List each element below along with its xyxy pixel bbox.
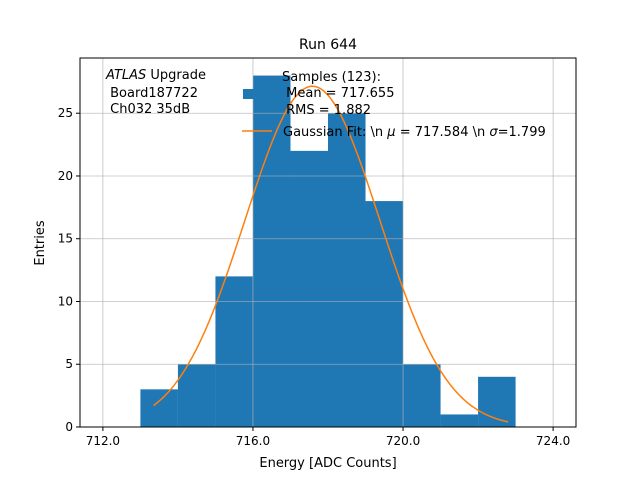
- atlas-label: ATLAS: [105, 68, 146, 83]
- legend-bar-swatch: [243, 89, 271, 99]
- legend-rms-line: RMS = 1.882: [282, 103, 371, 118]
- channel-label: Ch032 35dB: [106, 102, 190, 117]
- histogram-bar: [328, 113, 366, 427]
- histogram-bar: [140, 389, 178, 427]
- atlas-annotation: ATLAS Upgrade Board187722 Ch032 35dB: [105, 68, 206, 117]
- upgrade-label: Upgrade: [146, 68, 206, 83]
- histogram-bar: [215, 276, 253, 427]
- axes-frame: [79, 57, 577, 428]
- legend-samples-line: Samples (123):: [282, 70, 381, 85]
- fit-layer: [153, 85, 509, 423]
- gaussian-fit-curve: [153, 85, 509, 423]
- y-tick-label: 5: [65, 357, 73, 371]
- x-axis-label: Energy [ADC Counts]: [259, 456, 396, 471]
- board-label: Board187722: [106, 86, 198, 101]
- y-tick-label: 10: [58, 294, 73, 308]
- legend-fit-label: Gaussian Fit: \n μ = 717.584 \n σ=1.799: [283, 125, 546, 140]
- y-axis-label: Entries: [33, 220, 48, 266]
- histogram-bar: [290, 150, 328, 427]
- chart-title: Run 644: [299, 37, 357, 53]
- histogram-bar: [252, 75, 291, 428]
- svg-text:ATLAS Upgrade: ATLAS Upgrade: [105, 68, 206, 83]
- histogram-bar: [440, 414, 479, 427]
- legend: Samples (123): Mean = 717.655 RMS = 1.88…: [242, 70, 546, 140]
- x-tick-label: 724.0: [536, 434, 570, 448]
- x-tick-label: 716.0: [236, 434, 270, 448]
- bars-layer: [140, 75, 516, 428]
- y-tick-label: 20: [58, 169, 73, 183]
- histogram-bar: [177, 364, 216, 427]
- legend-mean-line: Mean = 717.655: [282, 86, 394, 101]
- ticks-layer: 712.0 716.0 720.0 724.0 0 5 10 15 20 25: [58, 106, 571, 448]
- y-tick-label: 15: [58, 232, 73, 246]
- histogram-bar: [403, 364, 441, 427]
- x-tick-label: 712.0: [86, 434, 120, 448]
- x-tick-label: 720.0: [386, 434, 420, 448]
- y-tick-label: 0: [65, 420, 73, 434]
- y-tick-label: 25: [58, 106, 73, 120]
